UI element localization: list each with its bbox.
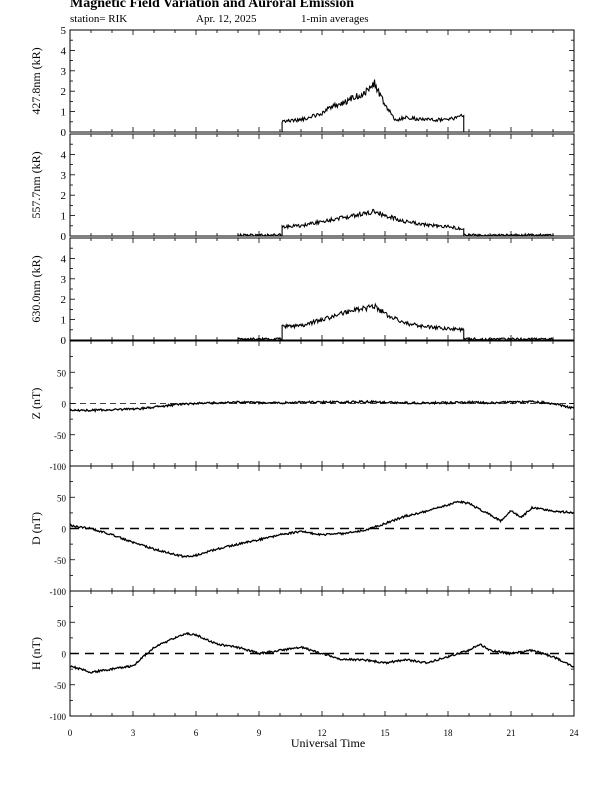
series-line — [70, 79, 574, 133]
panel-5577: 0 1 2 3 4 557.7nm (kR) — [29, 133, 575, 243]
y-tick-label: 0 — [62, 650, 67, 660]
y-tick-label: 0 — [62, 525, 67, 535]
y-axis-label: H (nT) — [29, 637, 43, 670]
y-tick-label: 50 — [57, 618, 67, 628]
x-tick-label: 15 — [381, 728, 391, 738]
y-axis-label: Z (nT) — [29, 388, 43, 420]
y-axis-label: 630.0nm (kR) — [29, 255, 43, 322]
y-tick-label: 50 — [57, 368, 67, 378]
panel-frame — [69, 133, 575, 237]
y-tick-label: 4 — [61, 149, 67, 161]
series-line — [70, 302, 574, 342]
x-tick-label: 12 — [318, 728, 327, 738]
series-line — [70, 208, 574, 238]
y-axis-label: D (nT) — [29, 512, 43, 545]
panel-4278: 0 1 2 3 4 5 427.8nm (kR) — [29, 25, 575, 139]
x-axis-label: Universal Time — [291, 736, 365, 750]
y-tick-label: 1 — [61, 315, 67, 327]
y-tick-label: 0 — [61, 231, 67, 243]
panel-h: -100 -50 0 50 H (nT) — [29, 590, 575, 722]
y-tick-label: 3 — [61, 66, 67, 78]
y-tick-label: 0 — [62, 400, 67, 410]
station-label: station= RIK — [70, 13, 128, 25]
y-tick-label: -50 — [54, 681, 66, 691]
y-tick-label: 3 — [61, 170, 67, 182]
x-tick-label: 18 — [444, 728, 454, 738]
y-tick-label: 0 — [61, 335, 67, 347]
series-line — [69, 631, 575, 674]
y-tick-label: 2 — [61, 294, 67, 306]
y-tick-label: -50 — [54, 431, 66, 441]
x-tick-label: 24 — [570, 728, 580, 738]
y-tick-label: -100 — [50, 712, 67, 722]
y-axis-label: 557.7nm (kR) — [29, 151, 43, 218]
y-tick-label: -50 — [54, 556, 66, 566]
y-tick-label: 3 — [61, 274, 67, 286]
panel-d: -100 -50 0 50 D (nT) — [29, 465, 575, 597]
x-tick-label: 6 — [194, 728, 199, 738]
x-tick-label: 9 — [257, 728, 262, 738]
chart-title: Magnetic Field Variation and Auroral Emi… — [70, 0, 355, 11]
x-tick-label: 21 — [507, 728, 516, 738]
y-tick-label: -100 — [50, 462, 67, 472]
averaging-label: 1-min averages — [301, 13, 369, 25]
y-tick-label: 2 — [61, 86, 67, 98]
panel-frame — [69, 237, 575, 341]
y-tick-label: 5 — [61, 25, 67, 37]
series-line — [69, 500, 575, 559]
series-line — [69, 399, 575, 413]
date-label: Apr. 12, 2025 — [196, 13, 257, 25]
y-tick-label: 50 — [57, 493, 67, 503]
y-tick-label: 1 — [61, 107, 67, 119]
y-tick-label: 4 — [61, 45, 67, 57]
y-tick-label: 4 — [61, 253, 67, 265]
panel-frame — [69, 29, 575, 133]
y-axis-label: 427.8nm (kR) — [29, 47, 43, 114]
x-tick-label: 3 — [131, 728, 136, 738]
y-tick-label: 0 — [61, 127, 67, 139]
panel-6300: 0 1 2 3 4 630.0nm (kR) — [29, 237, 575, 347]
y-tick-label: 1 — [61, 211, 67, 223]
panel-z: -100 -50 0 50 Z (nT) — [29, 340, 575, 472]
x-tick-label: 0 — [68, 728, 73, 738]
y-tick-label: 2 — [61, 190, 67, 202]
y-tick-label: -100 — [50, 587, 67, 597]
